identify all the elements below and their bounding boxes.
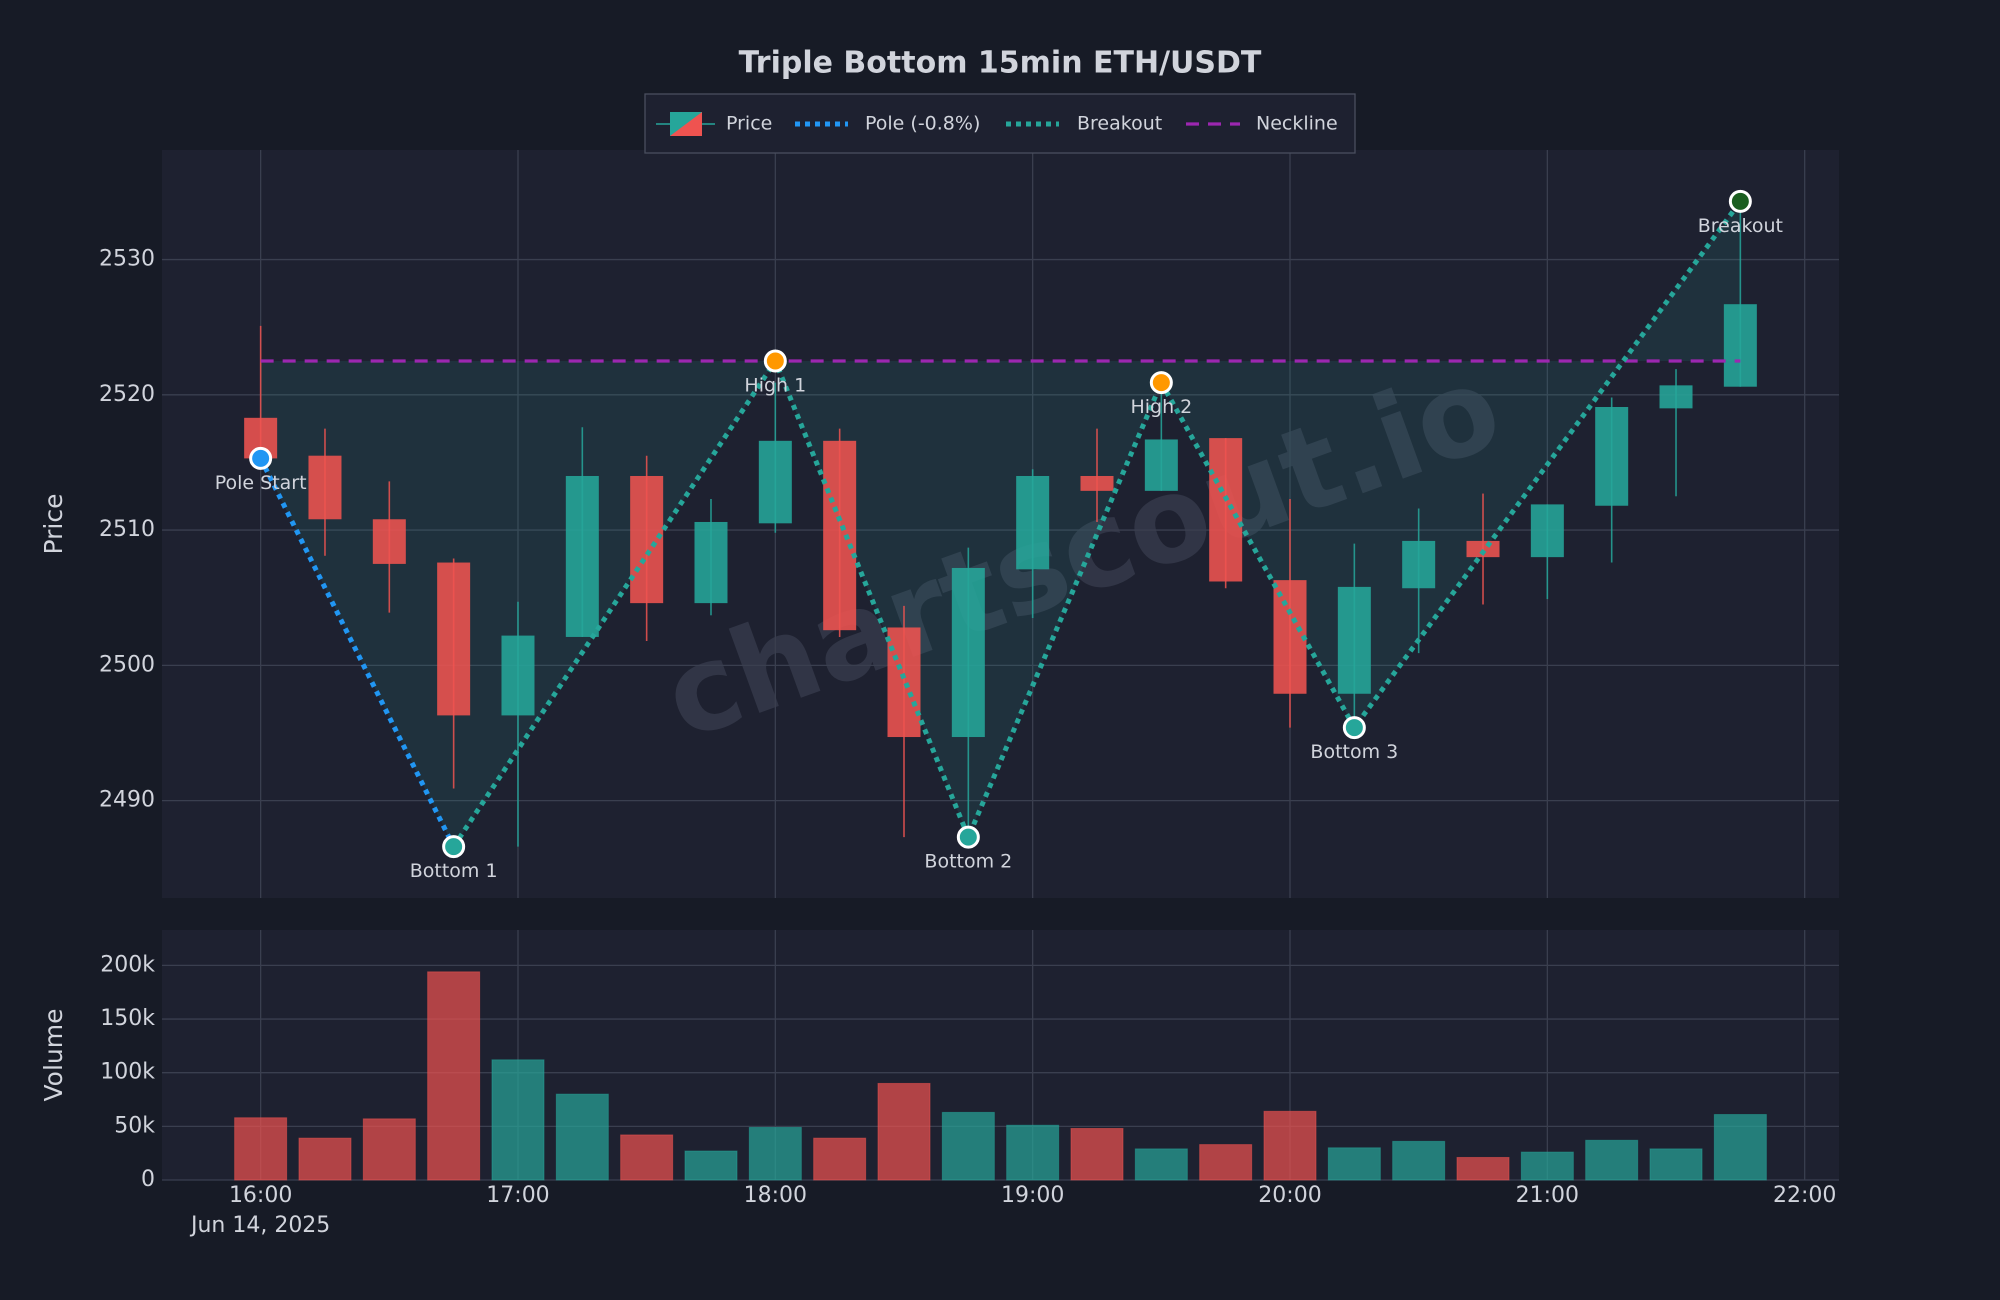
point-label: Bottom 3	[1310, 741, 1398, 763]
candle-body	[823, 440, 857, 631]
x-tick-label: 20:00	[1258, 1183, 1321, 1208]
pattern-point	[1149, 371, 1173, 395]
candle-body	[951, 567, 985, 738]
y-tick-label: 50k	[114, 1113, 155, 1138]
y-tick-label: 2500	[99, 652, 155, 677]
candle-body	[1144, 439, 1178, 491]
volume-bar	[298, 1137, 352, 1181]
volume-bar	[1392, 1140, 1446, 1181]
volume-bar	[941, 1111, 995, 1181]
point-label: High 2	[1130, 396, 1192, 418]
y-tick-label: 100k	[100, 1060, 155, 1085]
x-tick-label: 21:00	[1516, 1183, 1579, 1208]
y-tick-label: 2520	[99, 382, 155, 407]
y-tick-label: 2530	[99, 247, 155, 272]
volume-bar	[877, 1082, 931, 1181]
candle-body	[372, 519, 406, 564]
x-tick-label: 19:00	[1001, 1183, 1064, 1208]
volume-bar	[1327, 1147, 1381, 1181]
pattern-point	[1728, 189, 1752, 213]
legend-label: Pole (-0.8%)	[865, 113, 980, 135]
volume-bar	[1649, 1148, 1703, 1181]
volume-bar	[1070, 1127, 1124, 1181]
candle-body	[694, 521, 728, 604]
volume-bar	[1263, 1110, 1317, 1181]
pattern-point	[956, 825, 980, 849]
volume-bar	[1199, 1144, 1253, 1181]
y-tick-label: 2510	[99, 517, 155, 542]
candle-body	[437, 562, 471, 716]
y-axis-label: Price	[39, 494, 68, 555]
candle-body	[1402, 540, 1436, 589]
point-label: Pole Start	[215, 472, 307, 494]
volume-bar	[1456, 1156, 1510, 1181]
volume-bar	[748, 1126, 802, 1181]
x-tick-label: 16:00	[229, 1183, 292, 1208]
candle-body	[1530, 504, 1564, 558]
volume-bar	[813, 1137, 867, 1181]
volume-bar	[1134, 1148, 1188, 1181]
point-label: Bottom 2	[924, 851, 1012, 873]
y-tick-label: 200k	[100, 952, 155, 977]
x-tick-label: 22:00	[1773, 1183, 1836, 1208]
candle-body	[308, 455, 342, 520]
legend: Price Pole (-0.8%) Breakout Neckline	[644, 93, 1356, 154]
y-tick-label: 0	[141, 1167, 155, 1192]
candle-body	[1659, 385, 1693, 409]
volume-bar	[555, 1093, 609, 1181]
candle-body	[1595, 406, 1629, 506]
candle-body	[1337, 586, 1371, 694]
volume-bar	[1006, 1124, 1060, 1181]
candle-body	[565, 475, 599, 637]
pattern-line	[451, 199, 1743, 848]
pattern-point	[763, 349, 787, 373]
x-tick-label: 17:00	[486, 1183, 549, 1208]
point-label: Breakout	[1698, 215, 1783, 237]
y-tick-label: 2490	[99, 788, 155, 813]
pattern-line	[258, 457, 456, 848]
y-tick-label: 150k	[100, 1006, 155, 1031]
pattern-point	[249, 446, 273, 470]
candle-body	[758, 440, 792, 524]
volume-bar	[1520, 1151, 1574, 1181]
legend-label: Price	[726, 113, 772, 135]
x-tick-label: 18:00	[744, 1183, 807, 1208]
legend-label: Neckline	[1256, 113, 1338, 135]
point-label: High 1	[744, 375, 806, 397]
candle-body	[630, 475, 664, 604]
date-label: Jun 14, 2025	[189, 1213, 330, 1238]
volume-bar	[427, 971, 481, 1181]
candle-body	[501, 635, 535, 716]
volume-bar	[1713, 1114, 1767, 1181]
volume-bar	[234, 1117, 288, 1181]
candle-body	[1016, 475, 1050, 570]
candle-body	[1080, 475, 1114, 491]
candle-body	[1209, 438, 1243, 582]
volume-bar	[1585, 1139, 1639, 1181]
candle-body	[887, 627, 921, 738]
volume-bar	[684, 1150, 738, 1181]
pattern-point	[1342, 716, 1366, 740]
volume-bar	[491, 1059, 545, 1181]
point-label: Bottom 1	[410, 860, 498, 882]
y-axis-label: Volume	[39, 1009, 68, 1102]
plot-layer: chartscout.io24902500251025202530PricePo…	[39, 93, 1839, 1238]
legend-icon	[670, 112, 702, 136]
legend-label: Breakout	[1077, 113, 1162, 135]
volume-bar	[620, 1134, 674, 1181]
pattern-point	[442, 835, 466, 859]
candle-body	[1723, 304, 1757, 387]
chart-title: Triple Bottom 15min ETH/USDT	[739, 46, 1262, 81]
volume-bar	[362, 1118, 416, 1181]
